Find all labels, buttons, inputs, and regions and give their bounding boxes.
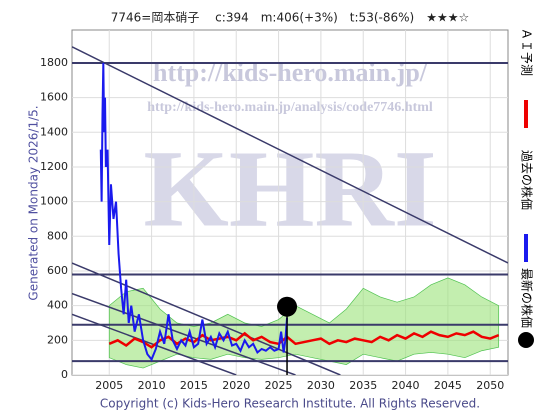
y-tick-label: 0 [61,368,68,381]
x-tick-label: 2010 [138,379,166,392]
x-tick-label: 2030 [307,379,335,392]
y-tick-label: 1000 [40,195,68,208]
watermark: KHRI [143,127,436,249]
legend-label: 過去の株価 [520,150,535,210]
latest-point [277,296,298,317]
y-tick-label: 600 [47,264,68,277]
x-tick-label: 2015 [180,379,208,392]
legend-label: 最新の株価 [520,268,535,328]
x-tick-label: 2035 [349,379,377,392]
chart-title: 7746=岡本硝子 c:394 m:406(+3%) t:53(-86%) ★★… [111,11,469,25]
plot: KHRIhttp://kids-hero.main.jp/http://kids… [72,30,508,375]
y-axis-label: Generated on Monday 2026/1/5. [27,105,41,300]
y-tick-label: 1600 [40,91,68,104]
x-tick-label: 2050 [476,379,504,392]
series-line [99,62,289,362]
y-tick-label: 400 [47,299,68,312]
trend-line [72,292,296,375]
x-tick-label: 2045 [434,379,462,392]
footer: Copyright (c) Kids-Hero Research Institu… [100,397,480,411]
y-tick-label: 200 [47,333,68,346]
x-tick-label: 2020 [222,379,250,392]
x-tick-label: 2005 [95,379,123,392]
trend-line [72,46,508,264]
y-tick-label: 800 [47,229,68,242]
x-tick-label: 2040 [392,379,420,392]
y-tick-label: 1800 [40,56,68,69]
y-tick-label: 1400 [40,125,68,138]
y-tick-label: 1200 [40,160,68,173]
legend-label: ＡＩ予測 [520,28,534,76]
legend-swatch [518,332,534,348]
trend-line [72,262,341,375]
watermark: http://kids-hero.main.jp/analysis/code77… [147,100,433,115]
x-tick-label: 2025 [265,379,293,392]
